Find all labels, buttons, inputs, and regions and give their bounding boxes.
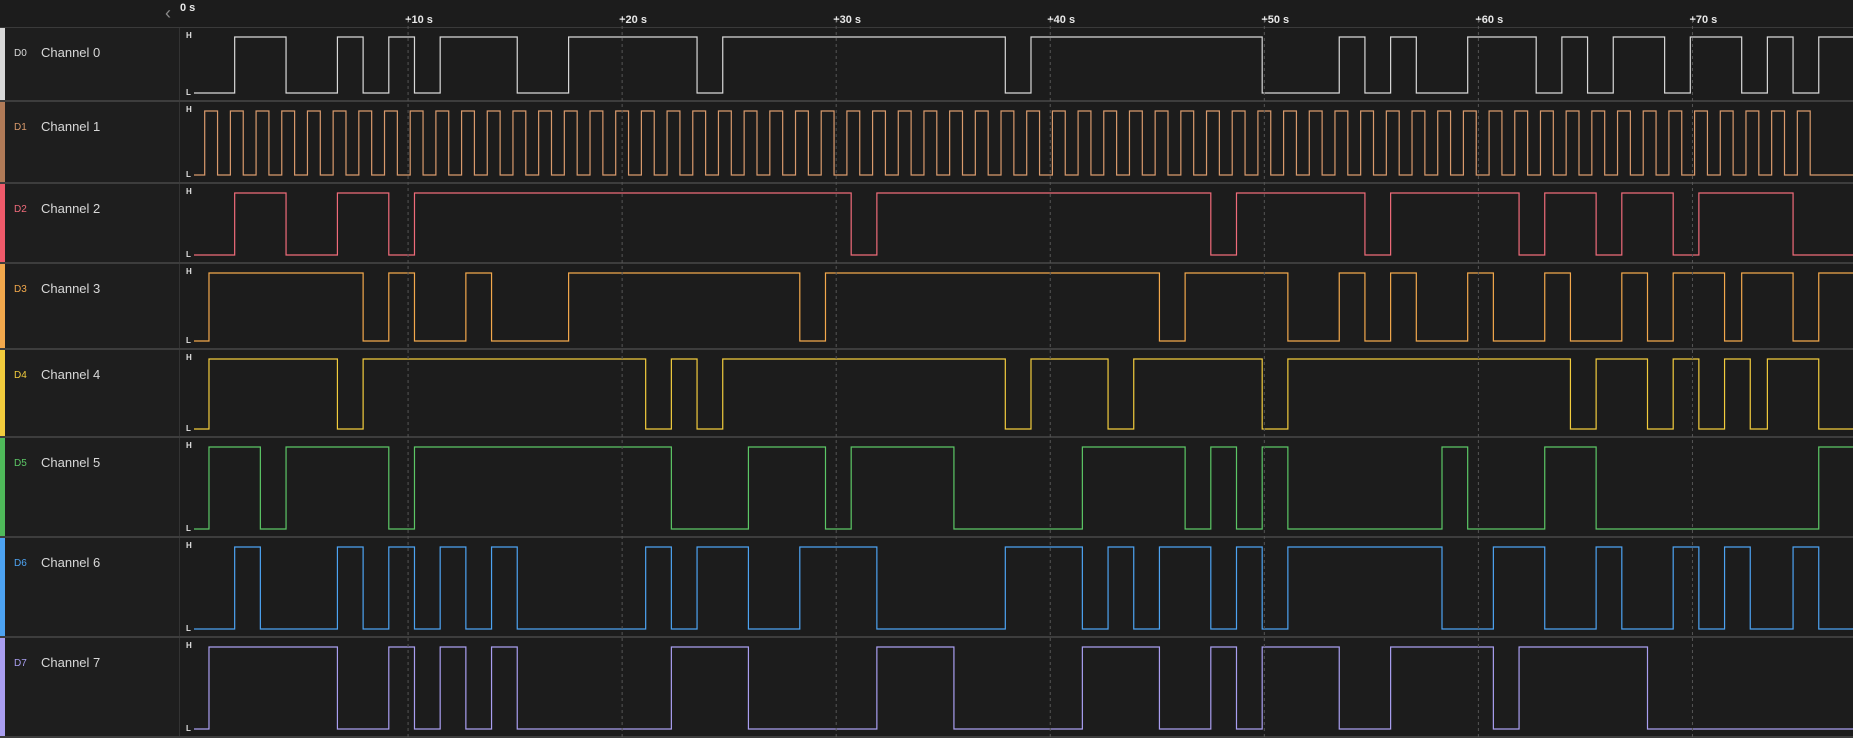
level-low-label: L: [186, 170, 191, 179]
channel-id: D4: [14, 370, 27, 381]
waveform: [194, 272, 1853, 342]
signal-trace: [194, 546, 1853, 630]
ruler-start-label: 0 s: [180, 2, 196, 14]
waveform: [194, 36, 1853, 94]
signal-trace: [194, 646, 1853, 730]
signal-trace: [194, 110, 1853, 176]
channel-color-strip: [0, 438, 5, 536]
level-high-label: H: [186, 541, 192, 550]
chevron-left-icon[interactable]: ‹: [165, 3, 171, 23]
channel-label[interactable]: D0 Channel 0: [0, 28, 180, 100]
channel-color-strip: [0, 184, 5, 262]
channel-id: D1: [14, 122, 27, 133]
waveform: [194, 110, 1853, 176]
channel-name: Channel 6: [41, 555, 101, 570]
channel-color-strip: [0, 264, 5, 348]
channel-name: Channel 5: [41, 455, 101, 470]
channel-id: D3: [14, 284, 27, 295]
ruler-tick-label: +40 s: [1047, 14, 1076, 26]
channel-id: D6: [14, 558, 27, 569]
waveform: [194, 446, 1853, 530]
channel-header: ‹: [0, 0, 180, 28]
channel-name: Channel 7: [41, 655, 101, 670]
time-ruler[interactable]: 0 s +10 s +20 s +30 s +40 s +50 s +60 s +70 s: [180, 0, 1853, 28]
channel-color-strip: [0, 102, 5, 182]
signal-trace: [194, 272, 1853, 342]
channel-id: D2: [14, 204, 27, 215]
channel-color-strip: [0, 538, 5, 636]
channel-label[interactable]: D6 Channel 6: [0, 538, 180, 636]
ruler-tick-label: +70 s: [1689, 14, 1718, 26]
level-high-label: H: [186, 353, 192, 362]
waveform: [194, 546, 1853, 630]
waveform: [194, 646, 1853, 730]
level-low-label: L: [186, 524, 191, 533]
channel-label[interactable]: D3 Channel 3: [0, 264, 180, 348]
channel-id: D7: [14, 658, 27, 669]
signal-trace: [194, 358, 1853, 430]
channel-name: Channel 0: [41, 45, 101, 60]
channel-name: Channel 4: [41, 367, 101, 382]
level-low-label: L: [186, 724, 191, 733]
level-low-label: L: [186, 336, 191, 345]
channel-label[interactable]: D2 Channel 2: [0, 184, 180, 262]
channel-label[interactable]: D5 Channel 5: [0, 438, 180, 536]
signal-trace: [194, 446, 1853, 530]
waveform: [194, 192, 1853, 256]
level-low-label: L: [186, 624, 191, 633]
waveform: [194, 358, 1853, 430]
level-high-label: H: [186, 641, 192, 650]
level-high-label: H: [186, 441, 192, 450]
level-low-label: L: [186, 424, 191, 433]
signal-trace: [194, 36, 1853, 94]
channel-color-strip: [0, 638, 5, 736]
channel-name: Channel 1: [41, 119, 101, 134]
channel-label[interactable]: D4 Channel 4: [0, 350, 180, 436]
ruler-tick-label: +10 s: [405, 14, 433, 26]
level-low-label: L: [186, 88, 191, 97]
channel-name: Channel 2: [41, 201, 101, 216]
ruler-tick-label: +20 s: [619, 14, 647, 26]
level-high-label: H: [186, 187, 192, 196]
ruler-tick-label: +30 s: [833, 14, 862, 26]
level-high-label: H: [186, 267, 192, 276]
channel-id: D5: [14, 458, 27, 469]
channel-label[interactable]: D1 Channel 1: [0, 102, 180, 182]
level-high-label: H: [186, 105, 192, 114]
channel-id: D0: [14, 48, 27, 59]
channel-label[interactable]: D7 Channel 7: [0, 638, 180, 736]
ruler-tick-label: +60 s: [1475, 14, 1504, 26]
channel-color-strip: [0, 28, 5, 100]
level-low-label: L: [186, 250, 191, 259]
channel-name: Channel 3: [41, 281, 101, 296]
level-high-label: H: [186, 31, 192, 40]
signal-trace: [194, 192, 1853, 256]
ruler-tick-label: +50 s: [1261, 14, 1290, 26]
channel-color-strip: [0, 350, 5, 436]
